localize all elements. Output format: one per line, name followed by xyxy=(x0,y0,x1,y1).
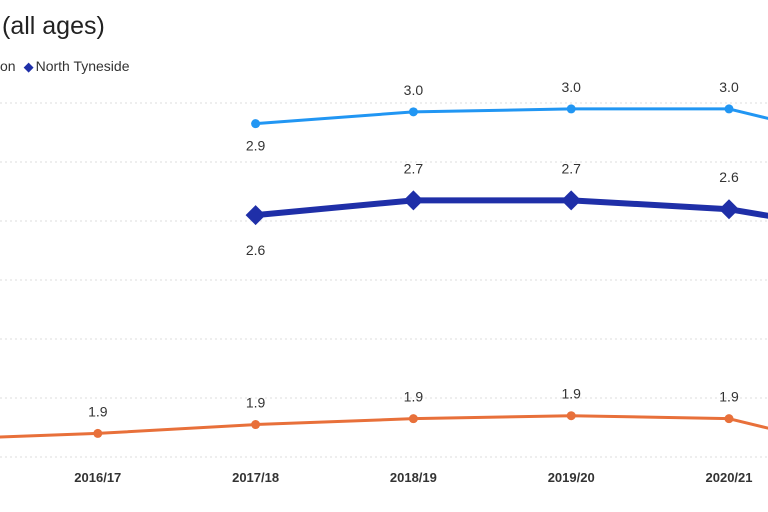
data-point xyxy=(724,104,734,114)
data-point xyxy=(245,205,266,226)
series-line xyxy=(255,197,768,219)
data-label: 3.0 xyxy=(719,79,739,95)
data-point xyxy=(566,411,576,421)
x-tick-label: 2017/18 xyxy=(232,470,279,485)
data-point xyxy=(566,104,576,114)
x-tick-label: 2018/19 xyxy=(390,470,437,485)
series-line xyxy=(255,107,768,126)
data-label: 1.9 xyxy=(246,395,266,411)
data-label: 3.0 xyxy=(404,82,424,98)
x-tick-label: 2019/20 xyxy=(548,470,595,485)
data-label: 2.9 xyxy=(246,138,266,154)
data-label: 2.6 xyxy=(246,242,266,258)
data-label: 2.7 xyxy=(561,160,581,176)
data-label: 1.9 xyxy=(719,389,739,405)
legend: on ◆ North Tyneside xyxy=(0,58,129,75)
data-label: 2.6 xyxy=(719,169,739,185)
legend-entry-north-tyneside: North Tyneside xyxy=(35,58,130,74)
diamond-icon: ◆ xyxy=(23,59,34,74)
data-point xyxy=(408,414,418,424)
data-label: 2.7 xyxy=(404,160,424,176)
data-point xyxy=(561,190,582,211)
data-point xyxy=(251,119,261,129)
x-tick-label: 2016/17 xyxy=(74,470,121,485)
series-line xyxy=(0,414,768,439)
data-point xyxy=(403,190,424,211)
x-tick-label: 2020/21 xyxy=(706,470,753,485)
data-point xyxy=(719,199,739,220)
chart-title: (all ages) xyxy=(2,12,105,40)
data-point xyxy=(408,107,418,117)
legend-entry-partial: on xyxy=(0,58,16,74)
data-label: 3.0 xyxy=(561,79,581,95)
data-label: 1.9 xyxy=(404,389,424,405)
data-point xyxy=(251,420,261,430)
data-point xyxy=(93,428,103,438)
data-point xyxy=(724,414,734,424)
data-label: 1.9 xyxy=(88,403,108,419)
data-label: 1.9 xyxy=(561,386,581,402)
